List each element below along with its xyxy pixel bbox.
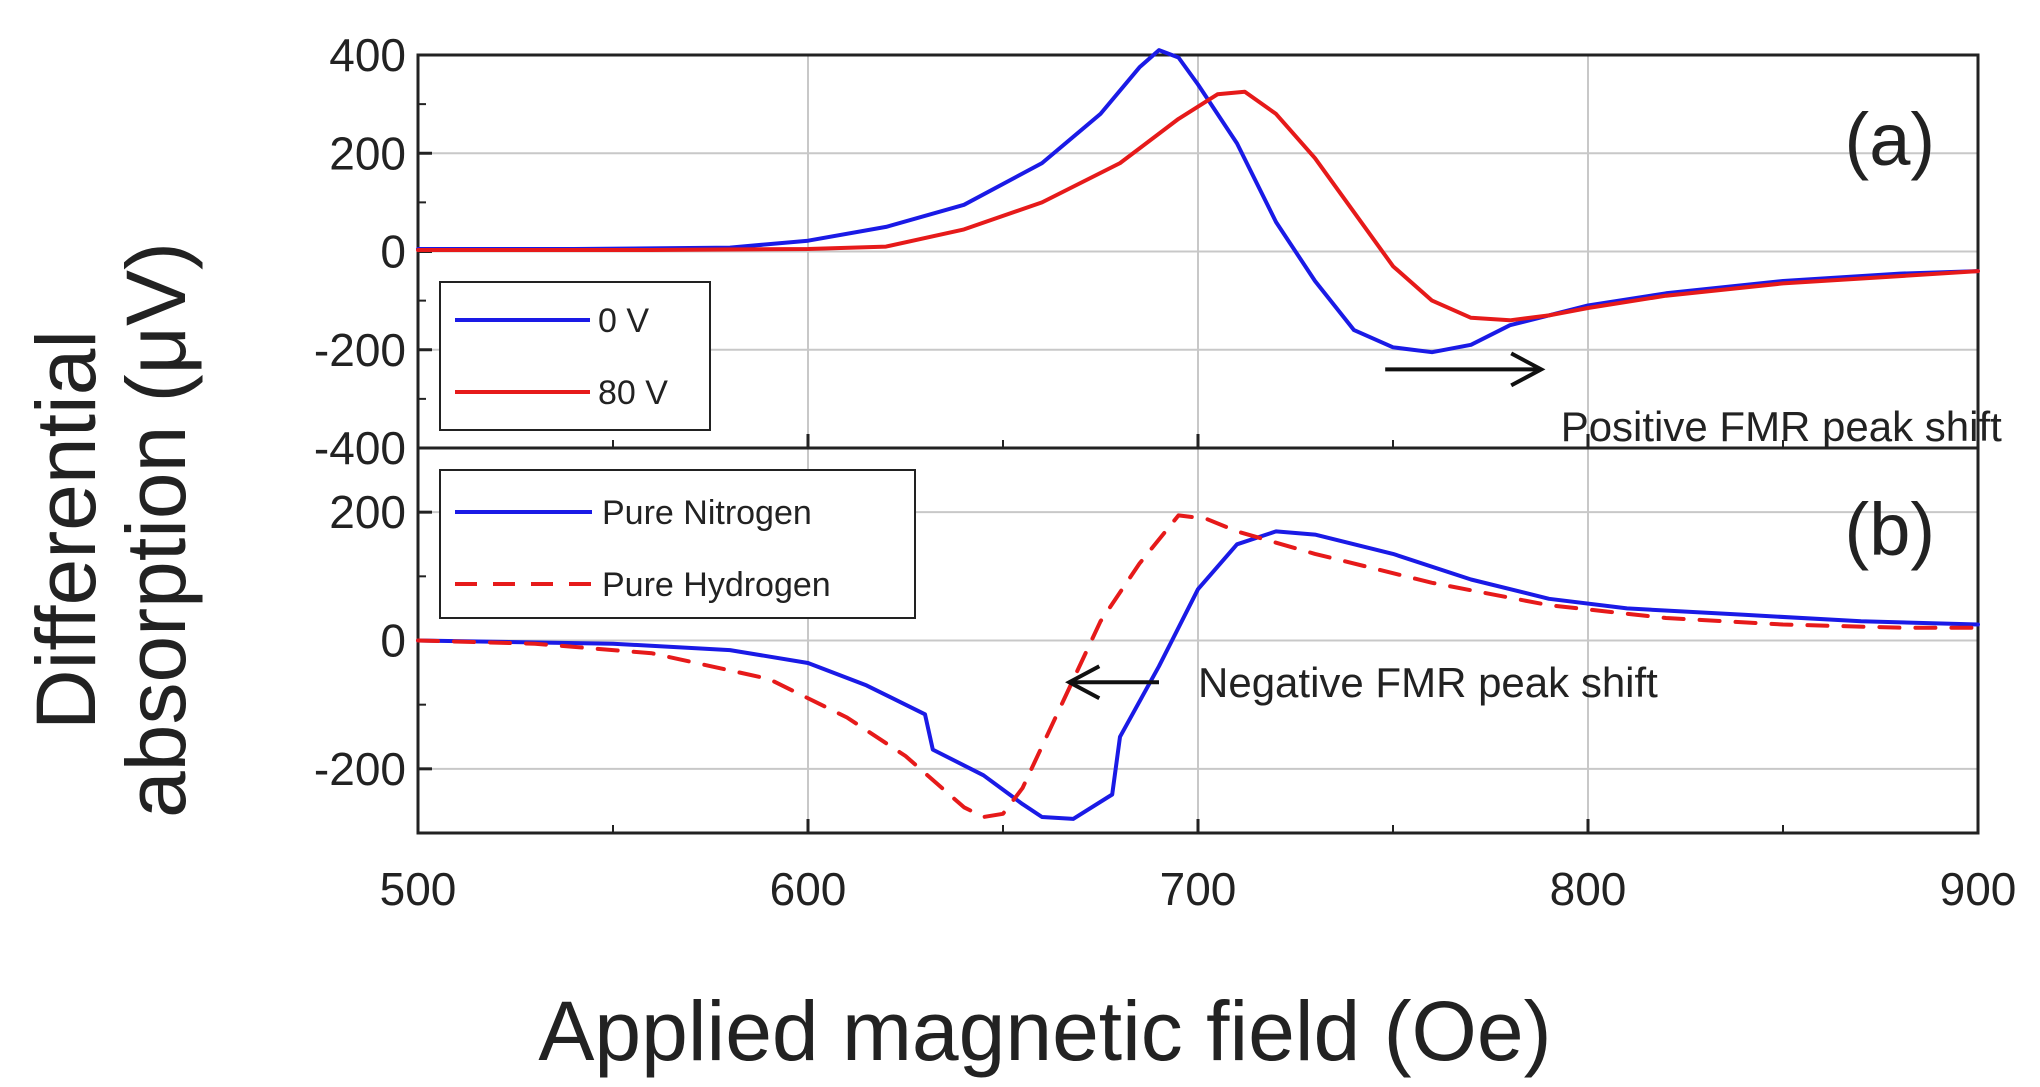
panel-b: -200 0 200 Negative FMR peak shift (b) Pur… (314, 446, 1980, 835)
y-tick-label-b-0: 0 (380, 615, 406, 667)
panel-a-legend-label-80v: 80 V (598, 374, 668, 412)
annotation-arrow-head-b (1065, 664, 1101, 700)
series-line-b-pure-nitrogen (416, 529, 1980, 821)
y-tick-label-a--400: -400 (314, 422, 406, 474)
panel-b-legend-label-hydrogen: Pure Hydrogen (602, 566, 831, 604)
panel-b-legend-label-nitrogen: Pure Nitrogen (602, 494, 812, 532)
x-tick-label-800: 800 (1550, 863, 1627, 915)
x-tick-label-500: 500 (380, 863, 457, 915)
y-axis-title-line-1: Differential (19, 330, 113, 730)
y-tick-label-a-200: 200 (329, 127, 406, 179)
panel-a-legend-label-0v: 0 V (598, 302, 649, 340)
panel-a-annotation-text: Positive FMR peak shift (1561, 403, 2002, 450)
x-tick-labels: 500 600 700 800 900 (380, 863, 2017, 915)
y-axis-title-line-2: absorption (μV) (109, 242, 203, 818)
series-line-b-pure-hydrogen (416, 513, 1980, 819)
panel-b-legend: Pure Nitrogen Pure Hydrogen (439, 469, 916, 619)
x-tick-label-600: 600 (770, 863, 847, 915)
y-tick-label-b--200: -200 (314, 743, 406, 795)
panel-b-legend-box (439, 469, 916, 619)
panel-a-annotation: Positive FMR peak shift (1385, 351, 2002, 450)
panel-b-annotation: Negative FMR peak shift (1065, 659, 1658, 706)
panel-a-tag: (a) (1845, 98, 1935, 181)
x-tick-label-700: 700 (1160, 863, 1237, 915)
panel-a-series (416, 48, 1980, 355)
panel-a-legend: 0 V 80 V (439, 281, 711, 431)
x-tick-label-900: 900 (1940, 863, 2017, 915)
panel-b-tag: (b) (1845, 488, 1935, 571)
y-axis-title: Differential absorption (μV) (19, 242, 203, 818)
y-tick-label-b-200: 200 (329, 486, 406, 538)
panel-b-series (416, 513, 1980, 821)
x-axis-title: Applied magnetic field (Oe) (538, 984, 1551, 1078)
panel-b-annotation-text: Negative FMR peak shift (1198, 659, 1658, 706)
y-tick-label-a-400: 400 (329, 29, 406, 81)
y-tick-label-a-0: 0 (380, 226, 406, 278)
series-line-a-80-v (416, 89, 1980, 323)
panel-a-ticks: -400 -200 0 200 400 (314, 29, 1980, 474)
panel-a-legend-box (439, 281, 711, 431)
panel-b-ticks: -200 0 200 (314, 486, 1980, 833)
series-line-a-0-v (416, 48, 1980, 355)
y-tick-label-a--200: -200 (314, 324, 406, 376)
annotation-arrow-head-a (1510, 351, 1546, 388)
